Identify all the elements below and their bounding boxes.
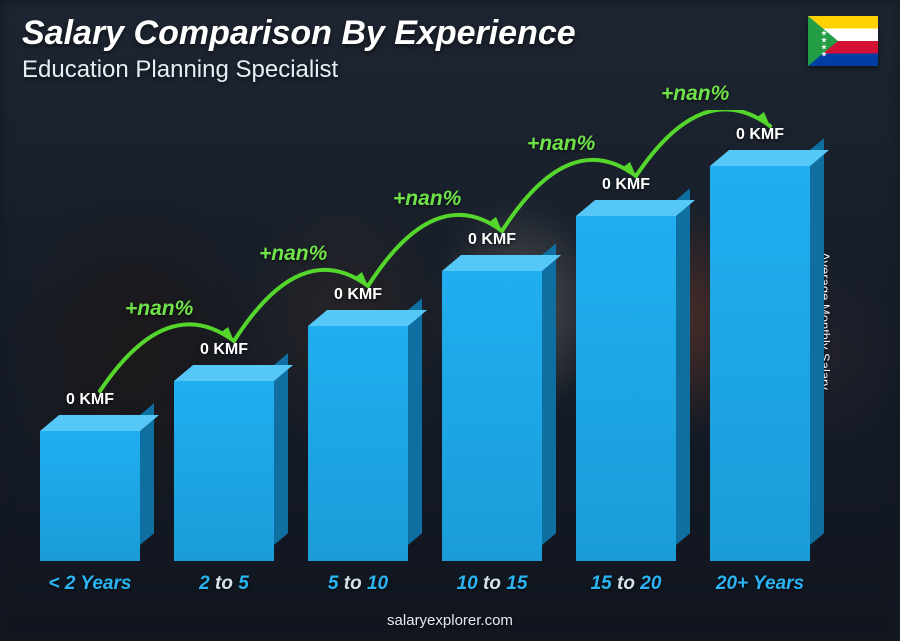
bar-front	[40, 431, 140, 561]
bar-category-label: 10 to 15	[422, 573, 562, 595]
increase-arc-label: +nan%	[527, 132, 595, 156]
bar-front	[710, 166, 810, 561]
bar-category-label: 2 to 5	[154, 573, 294, 595]
bar-value-label: 0 KMF	[298, 286, 418, 304]
bar-top-face	[710, 150, 829, 166]
bar-slot: 0 KMF2 to 5	[174, 381, 274, 561]
chart-title: Salary Comparison By Experience	[22, 14, 576, 53]
bar	[308, 326, 408, 561]
increase-arc-label: +nan%	[259, 242, 327, 266]
bar-category-label: 15 to 20	[556, 573, 696, 595]
bar-top-face	[576, 200, 695, 216]
bar-front	[174, 381, 274, 561]
bar-front	[576, 216, 676, 561]
bar-slot: 0 KMF5 to 10	[308, 326, 408, 561]
footer-source: salaryexplorer.com	[0, 612, 900, 629]
bar-slot: 0 KMF20+ Years	[710, 166, 810, 561]
flag-comoros	[808, 16, 878, 66]
bar-value-label: 0 KMF	[700, 126, 820, 144]
bar-category-label: 5 to 10	[288, 573, 428, 595]
bar-slot: 0 KMF< 2 Years	[40, 431, 140, 561]
increase-arc-label: +nan%	[393, 187, 461, 211]
bar	[40, 431, 140, 561]
bar-value-label: 0 KMF	[30, 391, 150, 409]
bar	[576, 216, 676, 561]
bar-category-label: 20+ Years	[690, 573, 830, 595]
increase-arc-label: +nan%	[661, 82, 729, 106]
bar-side-face	[810, 138, 824, 545]
bar-top-face	[442, 255, 561, 271]
chart-subtitle: Education Planning Specialist	[22, 56, 338, 84]
bar-side-face	[676, 188, 690, 545]
bar-side-face	[408, 298, 422, 545]
bar-category-label: < 2 Years	[20, 573, 160, 595]
bar-side-face	[274, 353, 288, 545]
bar-value-label: 0 KMF	[566, 176, 686, 194]
bar	[710, 166, 810, 561]
bar-front	[308, 326, 408, 561]
bar-top-face	[308, 310, 427, 326]
bar-top-face	[174, 365, 293, 381]
bar-value-label: 0 KMF	[432, 231, 552, 249]
bar-chart: 0 KMF< 2 Years 0 KMF2 to 5 0 KMF5 to 10 0 K…	[40, 110, 840, 561]
bar-side-face	[542, 243, 556, 545]
increase-arc-label: +nan%	[125, 297, 193, 321]
bar-front	[442, 271, 542, 561]
bar	[442, 271, 542, 561]
bar-slot: 0 KMF15 to 20	[576, 216, 676, 561]
bar-top-face	[40, 415, 159, 431]
bar-slot: 0 KMF10 to 15	[442, 271, 542, 561]
bar	[174, 381, 274, 561]
bar-value-label: 0 KMF	[164, 341, 284, 359]
content-layer: Salary Comparison By Experience Educatio…	[0, 0, 900, 641]
